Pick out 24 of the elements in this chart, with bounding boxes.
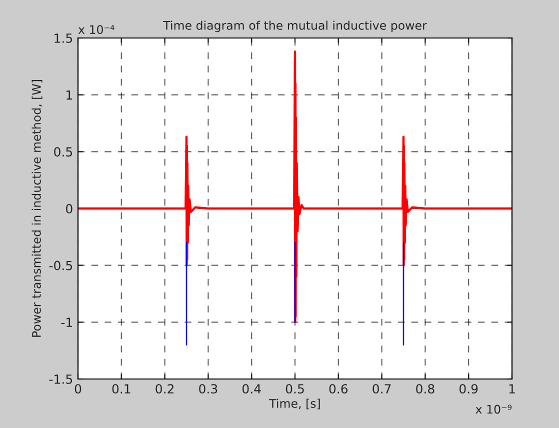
y-tick-label: -1 [61, 318, 72, 327]
text: x 10⁻⁹ [476, 404, 512, 414]
x-tick-label: 1 [509, 384, 515, 394]
x-tick-label: 0 [74, 384, 82, 394]
x-tick-label: 0.2 [156, 384, 174, 394]
line-series [78, 50, 512, 324]
x-tick-label: 0.4 [242, 384, 261, 394]
y-tick-label: 1.5 [54, 34, 72, 43]
y-tick-label: 1 [66, 90, 72, 100]
x-tick-label: 0.6 [329, 384, 348, 394]
text: x 10⁻⁴ [78, 25, 114, 34]
y-tick-label: -1.5 [49, 374, 72, 384]
x-axis-title: Time, [s] [269, 398, 320, 410]
x-tick-label: 0.9 [459, 384, 478, 394]
x-tick-label: 0.5 [286, 384, 304, 394]
y-tick-label: -0.5 [49, 260, 72, 270]
chart-title: Time diagram of the mutual inductive power [163, 20, 427, 32]
x-tick-label: 0.8 [416, 384, 434, 394]
y-tick-label: 0 [66, 204, 72, 214]
y-tick-label: 0.5 [54, 147, 72, 157]
x-tick-label: 0.1 [112, 384, 130, 394]
x-tick-label: 0.7 [372, 384, 391, 394]
x-tick-label: 0.3 [199, 384, 218, 394]
y-axis-title: Power transmitted in inductive method, [W] [32, 80, 42, 337]
